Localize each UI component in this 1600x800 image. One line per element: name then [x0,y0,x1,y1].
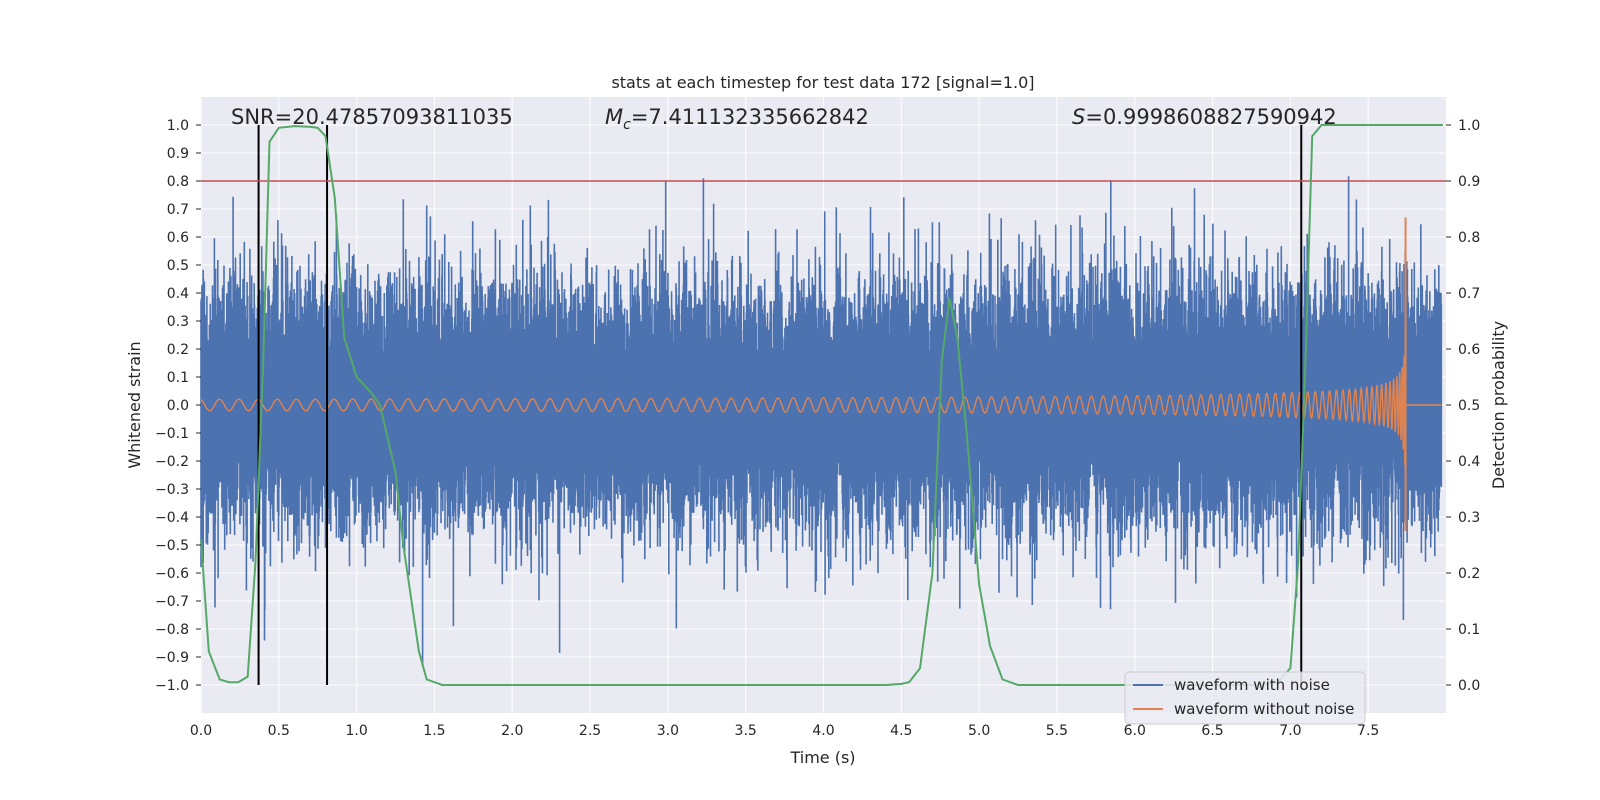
y-tick-label: 0.2 [167,342,189,358]
x-tick-label: 4.5 [890,723,912,739]
y2-tick-label: 0.7 [1458,286,1480,302]
y-tick-label: −1.0 [155,678,189,694]
legend-label-clean: waveform without noise [1174,700,1354,718]
chirp-mass-annotation: Mc=7.411132335662842 [605,105,869,133]
x-tick-label: 1.5 [423,723,445,739]
x-tick-label: 3.0 [657,723,679,739]
y-tick-label: 0.6 [167,230,189,246]
x-tick-label: 7.5 [1357,723,1379,739]
y-tick-label: −0.5 [155,538,189,554]
s-symbol: S [1072,105,1085,129]
x-tick-label: 6.5 [1201,723,1223,739]
y-tick-label: −0.8 [155,622,189,638]
x-tick-label: 4.0 [812,723,834,739]
y-tick-label: 0.5 [167,258,189,274]
x-tick-label: 0.0 [190,723,212,739]
legend-label-noisy: waveform with noise [1174,676,1330,694]
x-tick-label: 2.0 [501,723,523,739]
clean-waveform-path [200,325,1442,466]
vertical-markers [257,125,1303,685]
chart-title: stats at each timestep for test data 172… [611,73,1034,92]
y-tick-label: 0.9 [167,146,189,162]
x-tick-label: 3.5 [735,723,757,739]
y2-axis-label: Detection probability [1489,321,1508,489]
y-axis-label: Whitened strain [125,341,144,468]
y2-tick-label: 0.6 [1458,342,1480,358]
y2-tick-label: 0.1 [1458,622,1480,638]
x-tick-label: 0.5 [268,723,290,739]
y-tick-label: −0.4 [155,510,189,526]
x-tick-label: 6.0 [1124,723,1146,739]
y-tick-label: −0.7 [155,594,189,610]
y-tick-label: 0.3 [167,314,189,330]
y-tick-label: 0.1 [167,370,189,386]
y-tick-label: 0.7 [167,202,189,218]
y-tick-label: −0.1 [155,426,189,442]
y-tick-label: 0.8 [167,174,189,190]
y-axis-ticks: 1.0 0.9 0.8 0.7 0.6 0.5 0.4 0.3 0.2 0.1 0.0 −0.1 −0.… [155,118,201,694]
y-tick-label: 0.0 [167,398,189,414]
series-waveform-without-noise [200,217,1442,531]
y-tick-label: 1.0 [167,118,189,134]
y-tick-label: 0.4 [167,286,189,302]
snr-annotation: SNR=20.47857093811035 [231,105,513,129]
y2-tick-label: 0.2 [1458,566,1480,582]
chirp-mass-symbol: M [605,105,623,129]
legend-box [1124,671,1366,725]
y-tick-label: −0.2 [155,454,189,470]
y2-tick-label: 0.5 [1458,398,1480,414]
legend: waveform with noise waveform without noi… [1124,671,1366,725]
y2-tick-label: 1.0 [1458,118,1480,134]
y2-tick-label: 0.3 [1458,510,1480,526]
chirp-mass-value: =7.411132335662842 [631,105,869,129]
x-tick-label: 2.5 [579,723,601,739]
x-tick-label: 5.5 [1046,723,1068,739]
y2-tick-label: 0.9 [1458,174,1480,190]
y-tick-label: −0.9 [155,650,189,666]
x-axis-label: Time (s) [789,748,855,767]
x-axis-ticks: 0.0 0.5 1.0 1.5 2.0 2.5 3.0 3.5 4.0 4.5 5.0 5.5 6.0 6… [190,723,1379,739]
x-tick-label: 5.0 [968,723,990,739]
chirp-mass-subscript: c [623,117,631,133]
s-annotation: S=0.9998608827590942 [1072,105,1337,129]
x-tick-label: 1.0 [345,723,367,739]
y2-tick-label: 0.8 [1458,230,1480,246]
s-value: =0.9998608827590942 [1085,105,1336,129]
y-tick-label: −0.3 [155,482,189,498]
x-tick-label: 7.0 [1279,723,1301,739]
y2-axis-ticks: 1.0 0.9 0.8 0.7 0.6 0.5 0.4 0.3 0.2 0.1 0.0 [1446,118,1480,694]
y2-tick-label: 0.4 [1458,454,1480,470]
y-tick-label: −0.6 [155,566,189,582]
y2-tick-label: 0.0 [1458,678,1480,694]
